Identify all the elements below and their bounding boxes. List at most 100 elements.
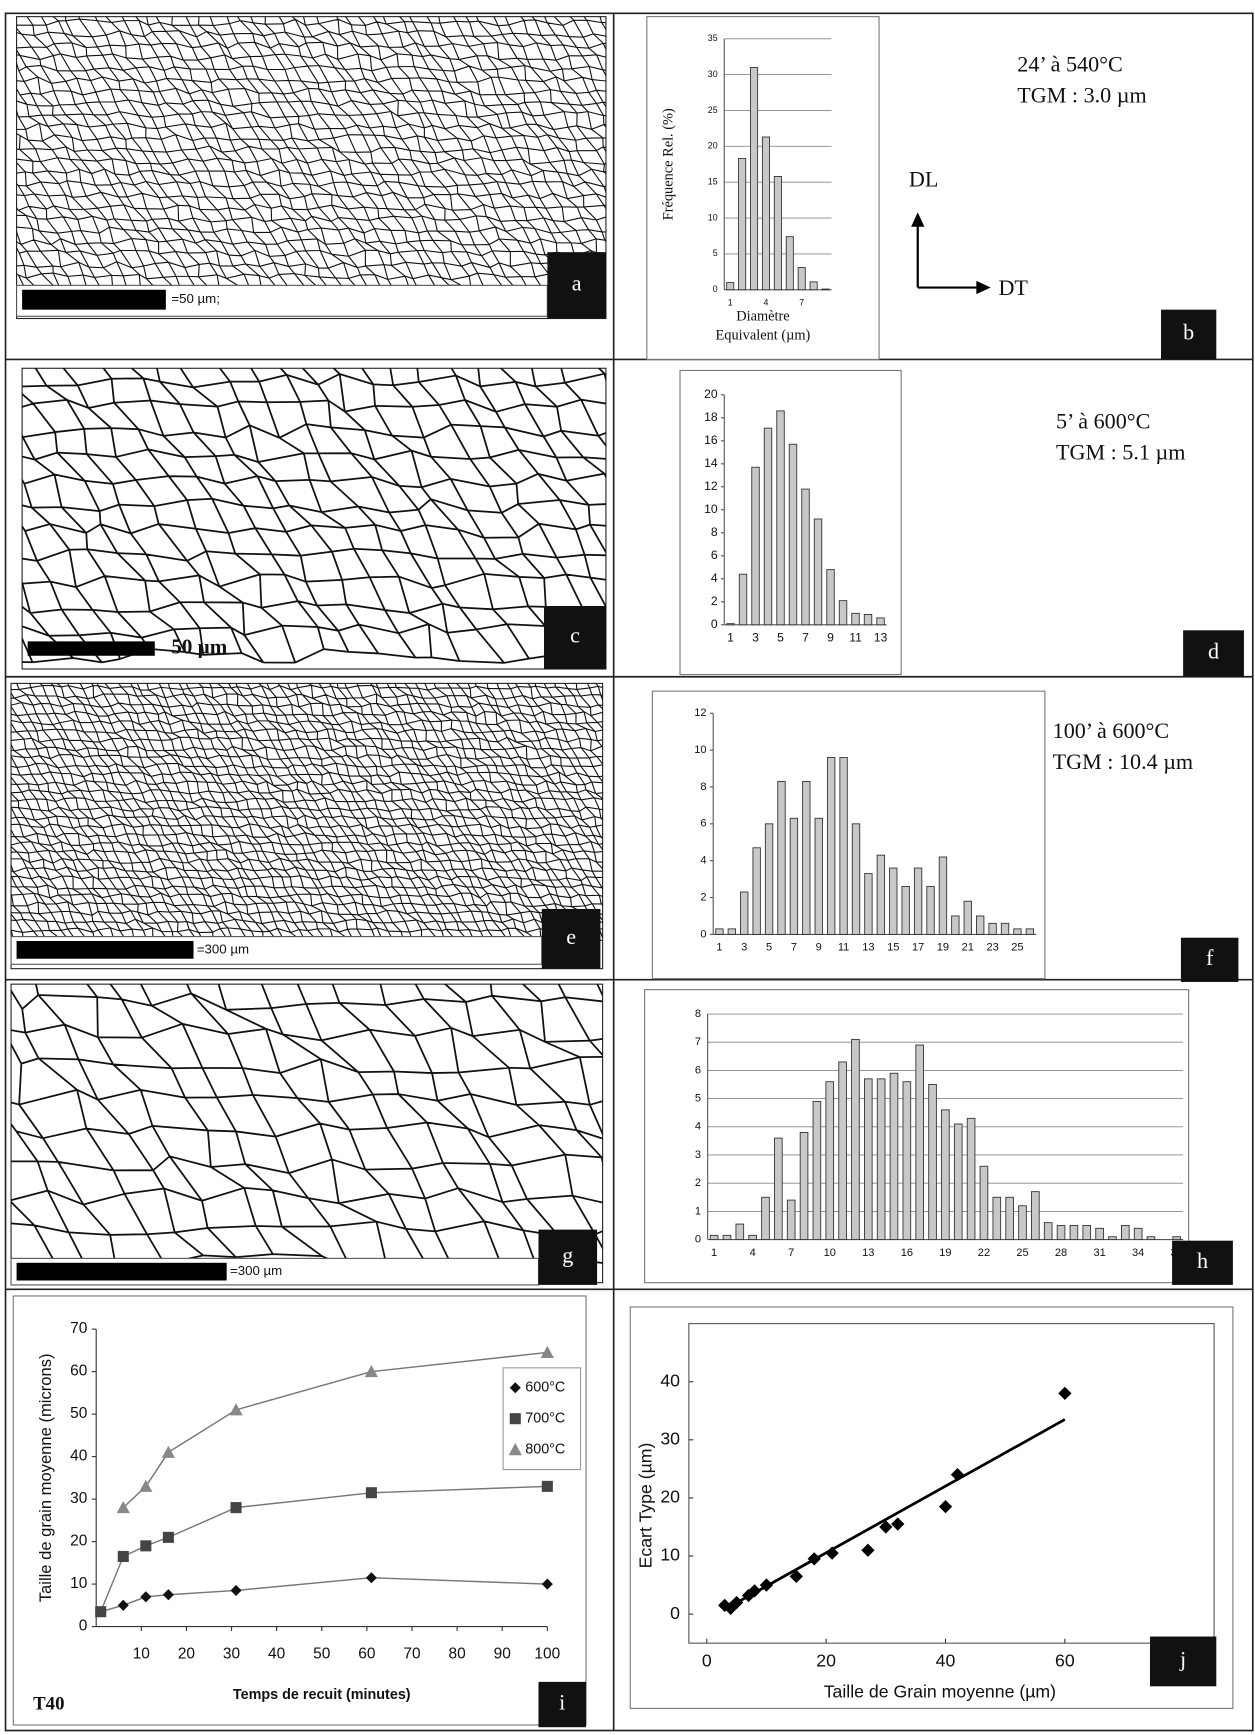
bar — [801, 488, 810, 626]
panel-tag: e — [566, 924, 576, 949]
x-tick-label: 40 — [268, 1645, 285, 1662]
panel-tag-box — [547, 252, 606, 319]
grain-boundaries — [11, 984, 603, 1271]
marker — [364, 1364, 379, 1378]
y-tick-label: 0 — [711, 617, 718, 631]
y-tick-label: 18 — [704, 410, 718, 424]
point — [891, 1517, 905, 1531]
bar — [777, 780, 786, 935]
chart-frame — [651, 690, 1046, 980]
y-tick-label: 1 — [695, 1205, 701, 1217]
panel-tag: g — [562, 1242, 573, 1267]
y-tick-label: 10 — [694, 744, 706, 756]
bar — [1056, 1225, 1066, 1241]
x-tick-label: 0 — [702, 1651, 712, 1671]
bar — [722, 1234, 732, 1241]
y-tick-label: 20 — [704, 387, 718, 401]
y-tick-label: 10 — [704, 502, 718, 516]
y-tick-label: 8 — [700, 781, 706, 793]
point — [825, 1546, 839, 1560]
x-tick-label: 100 — [534, 1645, 560, 1662]
bar — [740, 891, 749, 935]
bar — [951, 915, 960, 935]
scale-bar — [22, 289, 166, 310]
x-tick-label: 80 — [448, 1645, 465, 1662]
bar — [826, 569, 835, 626]
annotation: TGM : 3.0 µm — [1017, 82, 1146, 107]
bar — [789, 817, 799, 935]
bar — [902, 1081, 912, 1241]
x-tick-label: 31 — [1093, 1247, 1105, 1259]
bar — [1005, 1196, 1014, 1241]
x-tick-label: 11 — [849, 630, 862, 644]
bar — [774, 1137, 783, 1241]
marker — [161, 1445, 176, 1458]
y-tick-label: 0 — [713, 284, 718, 294]
annotation: 24’ à 540°C — [1017, 51, 1122, 76]
x-tick-label: 25 — [1016, 1247, 1028, 1259]
bar — [738, 158, 747, 291]
panel-tag-box — [1183, 630, 1244, 677]
bar — [802, 780, 811, 935]
bar — [821, 288, 830, 291]
marker — [162, 1531, 174, 1543]
y-tick-label: 14 — [704, 456, 718, 470]
bar — [979, 1165, 989, 1241]
bar — [761, 136, 770, 291]
legend-label: 600°C — [525, 1380, 565, 1396]
bar — [928, 1084, 937, 1241]
x-tick-label: 22 — [978, 1247, 990, 1259]
bar — [889, 867, 898, 935]
x-tick-label: 13 — [862, 1247, 874, 1259]
annotation: TGM : 5.1 µm — [1056, 440, 1185, 465]
y-tick-label: 0 — [79, 1618, 88, 1635]
point — [789, 1569, 803, 1583]
x-tick-label: 5 — [777, 630, 784, 644]
panel-tag-box — [538, 1681, 587, 1728]
x-tick-label: 21 — [962, 942, 974, 954]
bar — [751, 466, 760, 626]
bar — [851, 612, 860, 626]
bar — [1121, 1225, 1130, 1241]
bar — [814, 817, 823, 935]
bar — [1146, 1236, 1156, 1241]
y-tick-label: 5 — [713, 248, 718, 258]
x-tick-label: 7 — [788, 1247, 794, 1259]
x-tick-label: 13 — [862, 942, 874, 954]
bar — [726, 282, 735, 291]
grain-boundaries — [11, 683, 603, 942]
bar — [750, 67, 759, 291]
x-tick-label: 5 — [766, 942, 772, 954]
y-axis-label: Taille de grain moyenne (microns) — [36, 1353, 55, 1602]
marker — [116, 1500, 130, 1514]
bar — [726, 623, 735, 626]
bar — [764, 823, 774, 935]
bar — [851, 1038, 860, 1241]
x-tick-label: 19 — [939, 1247, 951, 1259]
bar — [1133, 1227, 1143, 1241]
scale-bar — [27, 641, 155, 656]
point — [861, 1543, 875, 1557]
bar — [812, 1100, 822, 1241]
y-tick-label: 60 — [70, 1363, 87, 1380]
bar — [864, 873, 873, 935]
annotation: 100’ à 600°C — [1053, 718, 1170, 743]
x-tick-label: 10 — [824, 1247, 836, 1259]
bar — [976, 915, 985, 935]
annotation: TGM : 10.4 µm — [1053, 749, 1193, 774]
x-tick-label: 1 — [716, 942, 722, 954]
scale-label: =300 µm — [197, 941, 249, 956]
y-tick-label: 4 — [695, 1121, 701, 1133]
y-tick-label: 50 — [70, 1405, 87, 1422]
bar — [735, 1223, 745, 1241]
scale-bar — [16, 1262, 227, 1281]
scale-label: =50 µm; — [171, 291, 220, 306]
panel-tag-box — [1180, 937, 1239, 982]
x-tick-label: 15 — [887, 942, 899, 954]
x-tick-label: 20 — [816, 1651, 836, 1671]
x-tick-label: 1 — [728, 297, 733, 307]
x-tick-label: 19 — [937, 942, 949, 954]
bar — [763, 427, 773, 626]
panel-tag: j — [1179, 1646, 1186, 1671]
